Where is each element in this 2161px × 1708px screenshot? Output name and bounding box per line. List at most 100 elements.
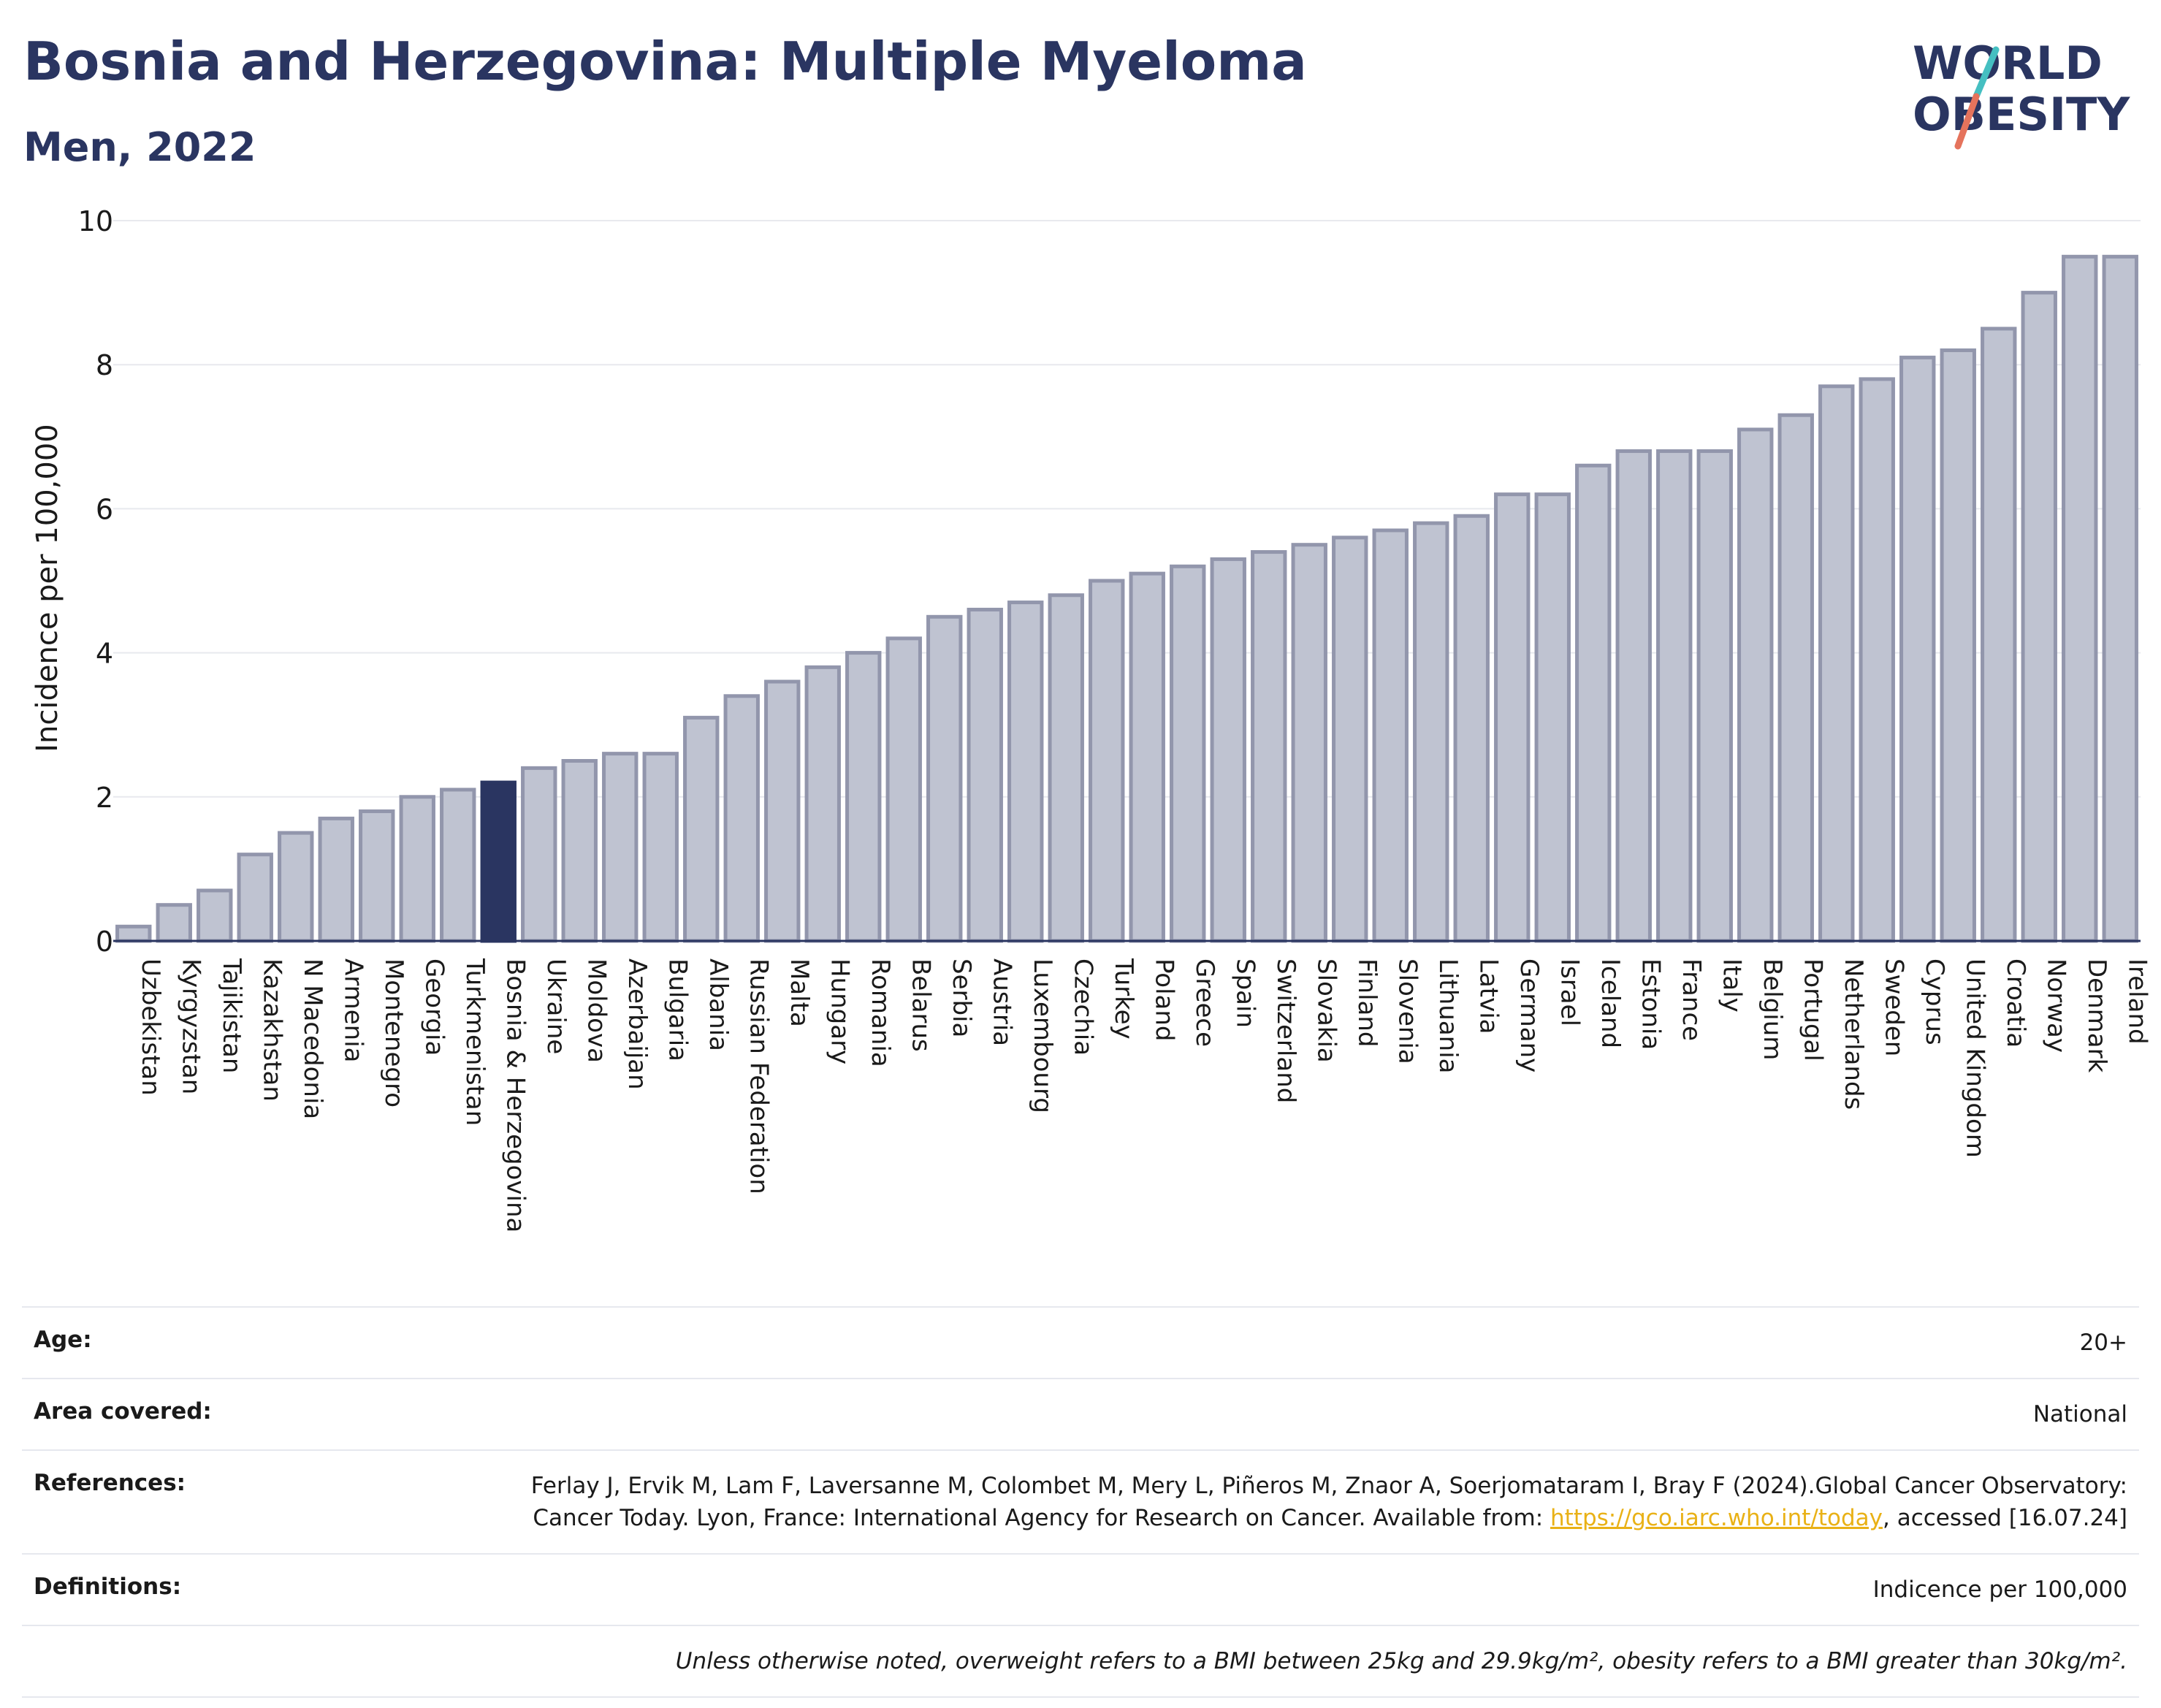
y-tick-label: 4: [96, 638, 113, 670]
x-tick-label: Belarus: [906, 958, 935, 1052]
x-tick-label: Iceland: [1596, 958, 1625, 1048]
bar: [1494, 492, 1531, 943]
bar: [1534, 492, 1571, 943]
x-tick-label: France: [1677, 958, 1706, 1041]
bar: [1089, 579, 1125, 943]
bar: [2102, 254, 2138, 943]
logo-slash-coral: [1954, 93, 1980, 150]
bar: [1899, 355, 1936, 943]
x-tick-label: Slovakia: [1311, 958, 1341, 1063]
x-tick-label: Latvia: [1474, 958, 1503, 1034]
world-obesity-logo: WORLD OBESITY: [1913, 37, 2130, 150]
bar: [845, 651, 882, 943]
bar: [1007, 601, 1044, 943]
references-text: Ferlay J, Ervik M, Lam F, Laversanne M, …: [530, 1473, 2127, 1531]
bar: [967, 607, 1003, 943]
x-tick-label: Portugal: [1798, 958, 1827, 1061]
x-tick-label: Lithuania: [1433, 958, 1463, 1073]
x-tick-label: Armenia: [338, 958, 367, 1063]
info-row-area: Area covered: National: [22, 1378, 2139, 1449]
x-tick-label: Uzbekistan: [136, 958, 165, 1096]
bar: [278, 831, 314, 943]
x-tick-label: Sweden: [1879, 958, 1908, 1056]
bar: [1777, 413, 1814, 943]
bar: [1210, 557, 1246, 943]
bar: [1048, 593, 1084, 943]
x-tick-label: Switzerland: [1271, 958, 1300, 1103]
page-subtitle: Men, 2022: [23, 124, 256, 170]
x-tick-label: United Kingdom: [1960, 958, 1989, 1158]
bar: [561, 759, 598, 943]
y-tick-label: 10: [78, 205, 113, 237]
definitions-value: Indicence per 100,000: [1872, 1577, 2127, 1603]
x-tick-label: Luxembourg: [1028, 958, 1057, 1113]
y-axis-ticks: 0 2 4 6 8 10: [78, 205, 113, 958]
x-tick-label: Ireland: [2122, 958, 2152, 1045]
bar: [2062, 254, 2098, 943]
x-tick-label: Croatia: [2001, 958, 2030, 1048]
x-tick-label: Germany: [1514, 958, 1544, 1072]
bar: [926, 614, 963, 943]
bar: [1656, 449, 1693, 943]
info-table: Age: 20+ Area covered: National Referenc…: [22, 1306, 2139, 1698]
x-tick-label: Hungary: [825, 958, 854, 1064]
age-label: Age:: [34, 1327, 92, 1353]
definitions-label: Definitions:: [34, 1574, 182, 1600]
y-tick-label: 6: [96, 493, 113, 525]
bar: [1129, 571, 1165, 943]
x-tick-label: Austria: [987, 958, 1016, 1046]
x-tick-label: Italy: [1717, 958, 1746, 1013]
page-title: Bosnia and Herzegovina: Multiple Myeloma: [23, 31, 1307, 92]
info-row-references: References: Ferlay J, Ervik M, Lam F, La…: [22, 1449, 2139, 1553]
bar: [440, 788, 476, 943]
bar: [2021, 291, 2057, 943]
bar: [521, 766, 557, 943]
bar: [197, 888, 233, 943]
bar: [399, 795, 435, 943]
x-tick-label: Moldova: [582, 958, 611, 1063]
x-axis-ticks: Uzbekistan Kyrgyzstan Tajikistan Kazakhstan…: [136, 958, 2152, 1232]
info-row-note: Unless otherwise noted, overweight refer…: [22, 1625, 2139, 1698]
x-tick-label: Bosnia & Herzegovina: [500, 958, 530, 1232]
info-row-definitions: Definitions: Indicence per 100,000: [22, 1553, 2139, 1625]
bar: [1251, 550, 1287, 943]
bar: [1737, 427, 1774, 943]
x-tick-label: Spain: [1230, 958, 1259, 1028]
logo-slash-teal: [1973, 46, 2000, 100]
bar: [318, 816, 354, 943]
bar: [359, 809, 395, 943]
x-tick-label: Georgia: [419, 958, 449, 1056]
logo-line1: WORLD: [1913, 37, 2103, 90]
references-suffix: , accessed [16.07.24]: [1882, 1505, 2127, 1531]
bar: [1372, 528, 1409, 943]
x-tick-label: Poland: [1149, 958, 1178, 1042]
x-tick-label: Russian Federation: [744, 958, 773, 1194]
x-tick-label: Slovenia: [1392, 958, 1422, 1064]
bar: [1818, 384, 1855, 943]
bar: [764, 679, 801, 943]
x-tick-label: Estonia: [1636, 958, 1665, 1050]
bar: [1859, 377, 1895, 943]
bar: [115, 924, 152, 943]
age-value: 20+: [2079, 1330, 2127, 1356]
bar: [1453, 514, 1490, 943]
references-link[interactable]: https://gco.iarc.who.int/today: [1550, 1505, 1883, 1531]
logo-line2: OBESITY: [1913, 88, 2130, 141]
x-tick-label: Belgium: [1758, 958, 1787, 1060]
bar: [804, 665, 841, 943]
x-tick-label: Ukraine: [541, 958, 571, 1054]
references-value: Ferlay J, Ervik M, Lam F, Laversanne M, …: [447, 1470, 2127, 1534]
bmi-note: Unless otherwise noted, overweight refer…: [675, 1648, 2127, 1674]
bar: [237, 853, 273, 943]
bar: [1413, 521, 1449, 943]
bars: [115, 254, 2138, 943]
x-tick-label: Montenegro: [379, 958, 408, 1107]
area-label: Area covered:: [34, 1398, 212, 1425]
bar: [1940, 348, 1976, 943]
bar: [1170, 564, 1206, 943]
bar: [885, 636, 922, 943]
x-tick-label: Norway: [2041, 958, 2070, 1053]
bar: [1981, 327, 2017, 943]
bar: [602, 752, 639, 943]
x-tick-label: Greece: [1190, 958, 1219, 1047]
